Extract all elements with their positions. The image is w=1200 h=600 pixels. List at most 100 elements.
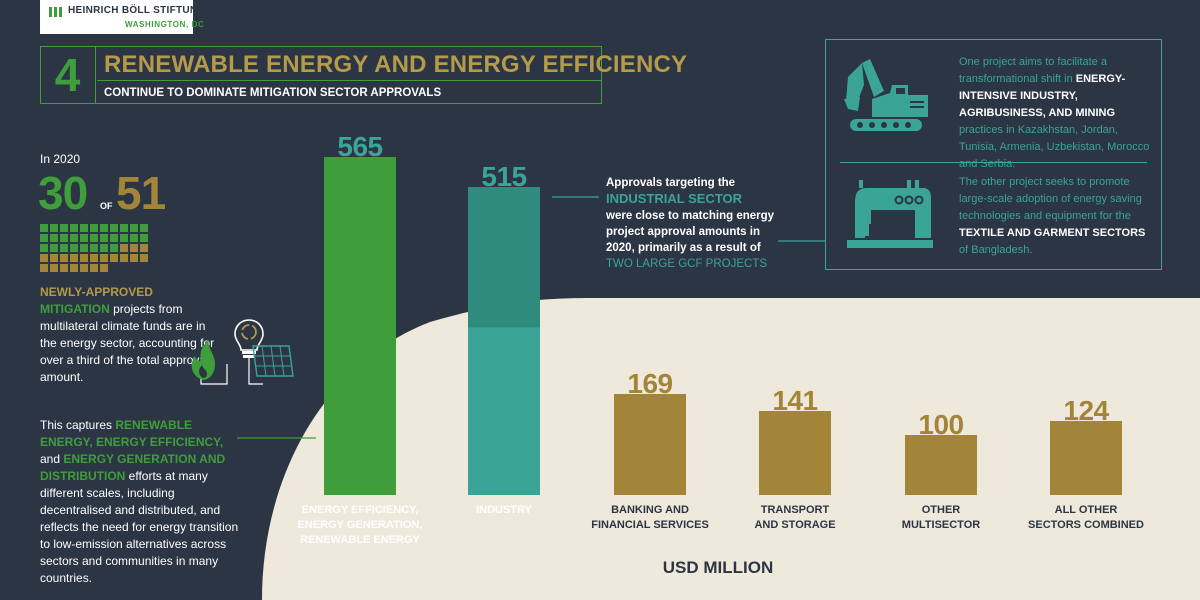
energy-project-square [80, 224, 88, 232]
energy-project-square [70, 224, 78, 232]
page-title: RENEWABLE ENERGY AND ENERGY EFFICIENCY [104, 51, 688, 78]
other-project-square [90, 264, 98, 272]
category-label-line: ENERGY EFFICIENCY, [301, 504, 419, 516]
flame-icon [191, 340, 215, 380]
energy-project-square [60, 234, 68, 242]
category-label: OTHER MULTISECTOR [871, 503, 1011, 533]
other-project-square [80, 254, 88, 262]
category-label-line: ALL OTHER [1054, 504, 1118, 516]
energy-project-square [90, 244, 98, 252]
energy-project-square [140, 234, 148, 242]
energy-project-square [50, 224, 58, 232]
category-label-line: INDUSTRY [476, 504, 532, 516]
category-label-line: BANKING AND [611, 504, 689, 516]
gcf-project-2-a: The other project seeks to promote large… [959, 176, 1142, 222]
energy-project-square [100, 224, 108, 232]
energy-project-square [80, 234, 88, 242]
year-label: In 2020 [40, 152, 81, 166]
scope-highlight-2: ENERGY GENERATION AND DISTRIBUTION [40, 452, 226, 483]
mitigation-text: projects from multilateral climate funds… [40, 302, 215, 384]
mitigation-paragraph: NEWLY-APPROVED MITIGATION projects from m… [40, 284, 215, 386]
category-label: ENERGY EFFICIENCY, ENERGY GENERATION, RENE… [290, 503, 430, 548]
category-label-line: ENERGY GENERATION, [297, 519, 423, 531]
energy-project-square [50, 244, 58, 252]
bar-value-label: 565 [337, 131, 383, 162]
energy-icons [191, 319, 294, 385]
category-label-line: RENEWABLE ENERGY [300, 534, 420, 546]
stat-of-label: OF [100, 201, 113, 211]
other-project-square [130, 244, 138, 252]
section-number: 4 [40, 46, 96, 104]
category-label: INDUSTRY [434, 503, 574, 518]
bar-value-label: 169 [627, 367, 673, 399]
gcf-project-2-c: of Bangladesh. [959, 244, 1033, 256]
energy-project-square [110, 244, 118, 252]
gcf-project-1-text: One project aims to facilitate a transfo… [959, 54, 1154, 173]
energy-project-square [70, 244, 78, 252]
mitigation-label: MITIGATION [40, 302, 110, 316]
logo-mark-icon [49, 7, 62, 17]
category-label-line: TRANSPORT [760, 504, 830, 516]
scope-and: and [40, 452, 64, 466]
other-project-square [60, 254, 68, 262]
category-label-line: SECTORS COMBINED [1028, 519, 1144, 531]
energy-project-square [130, 234, 138, 242]
industry-body: were close to matching energy project ap… [606, 210, 775, 254]
energy-project-square [120, 234, 128, 242]
title-divider [97, 80, 602, 81]
bar [1050, 420, 1122, 495]
gcf-box-divider [840, 162, 1147, 163]
energy-project-square [70, 234, 78, 242]
stat-total: 51 [116, 167, 166, 219]
lightbulb-recycle-icon [234, 319, 264, 358]
other-project-square [50, 254, 58, 262]
scope-rest: efforts at many different scales, includ… [40, 469, 239, 585]
industry-highlight: INDUSTRIAL SECTOR [606, 191, 743, 206]
gcf-project-2-b: TEXTILE AND GARMENT SECTORS [959, 227, 1146, 239]
energy-project-square [120, 224, 128, 232]
energy-scope-paragraph: This captures RENEWABLE ENERGY, ENERGY E… [40, 417, 245, 587]
bar-value-label: 141 [772, 384, 818, 416]
energy-project-square [90, 224, 98, 232]
logo-name: HEINRICH BÖLL STIFTUNG [68, 5, 206, 16]
energy-project-square [60, 224, 68, 232]
title-frame [40, 46, 602, 104]
sewing-machine-icon [847, 180, 933, 248]
gcf-project-1-a: One project aims to facilitate a transfo… [959, 56, 1107, 85]
energy-project-square [110, 224, 118, 232]
industry-highlight-2: TWO LARGE GCF PROJECTS [606, 258, 768, 270]
category-label-line: MULTISECTOR [901, 519, 981, 531]
other-project-square [60, 264, 68, 272]
other-project-square [50, 264, 58, 272]
energy-project-square [40, 224, 48, 232]
energy-project-square [100, 244, 108, 252]
other-project-square [140, 254, 148, 262]
gcf-project-1-c: practices in Kazakhstan, Jordan, Tunisia… [959, 124, 1150, 170]
other-project-square [70, 254, 78, 262]
other-project-square [90, 254, 98, 262]
logo: HEINRICH BÖLL STIFTUNG WASHINGTON, DC [40, 0, 205, 34]
category-label: ALL OTHER SECTORS COMBINED [1016, 503, 1156, 533]
bar-value-label: 100 [918, 409, 964, 441]
energy-project-square [60, 244, 68, 252]
other-project-square [110, 254, 118, 262]
category-label-line: AND STORAGE [754, 519, 836, 531]
industry-callout: Approvals targeting the INDUSTRIAL SECTOR… [606, 175, 786, 272]
chart-unit-label: USD MILLION [662, 558, 774, 577]
bar [759, 410, 831, 495]
category-label: BANKING AND FINANCIAL SERVICES [580, 503, 720, 533]
bar [468, 186, 540, 495]
project-square-grid [40, 224, 148, 272]
gcf-projects-box [825, 39, 1162, 270]
energy-project-square [130, 224, 138, 232]
category-label-line: FINANCIAL SERVICES [591, 519, 709, 531]
energy-project-square [50, 234, 58, 242]
energy-project-square [40, 234, 48, 242]
energy-project-square [40, 244, 48, 252]
energy-project-square [110, 234, 118, 242]
other-project-square [100, 254, 108, 262]
energy-project-square [90, 234, 98, 242]
other-project-square [80, 264, 88, 272]
